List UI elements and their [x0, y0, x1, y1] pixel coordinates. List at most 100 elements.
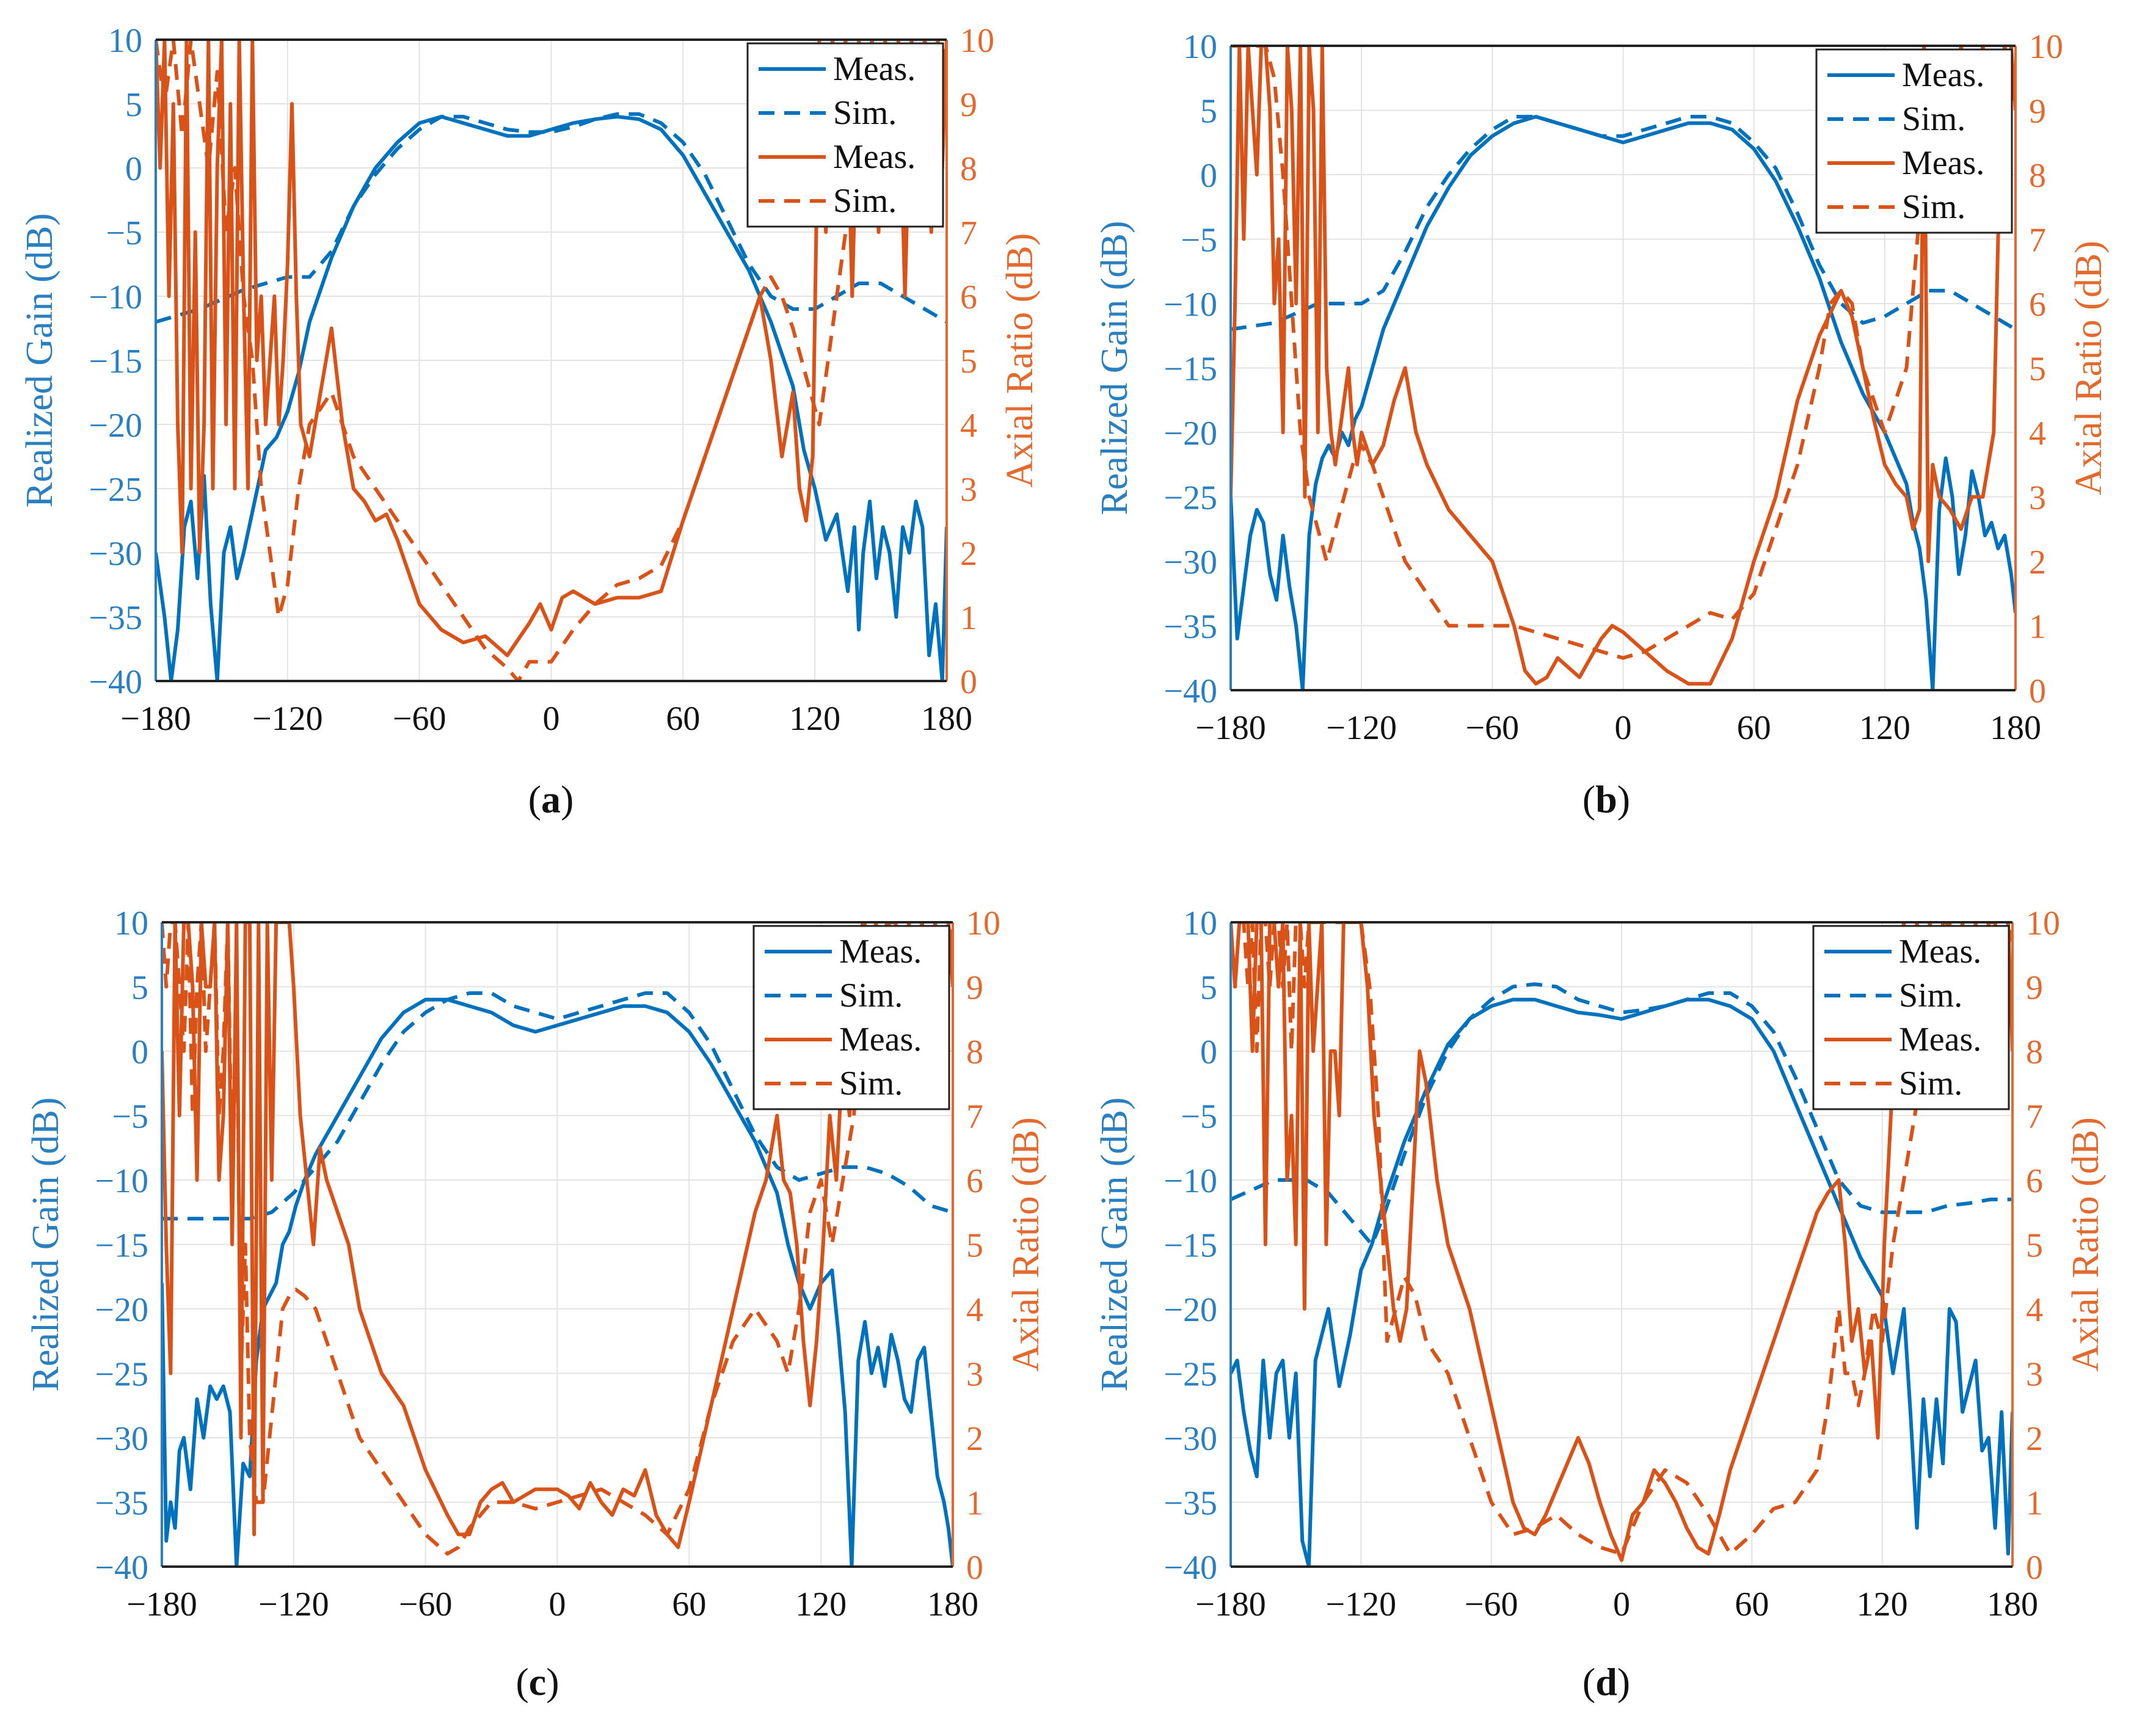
x-tick-label: 0 [1615, 709, 1632, 747]
left-y-tick-label: 10 [114, 905, 148, 942]
right-y-tick-label: 7 [2026, 1098, 2043, 1136]
left-y-tick-label: −20 [1164, 415, 1217, 453]
x-tick-label: 60 [1737, 709, 1771, 747]
right-y-tick-label: 10 [2026, 905, 2060, 942]
right-y-tick-label: 5 [2026, 1227, 2043, 1265]
right-y-tick-label: 4 [2026, 1291, 2043, 1329]
x-tick-label: −120 [252, 700, 323, 738]
x-tick-label: 120 [795, 1586, 847, 1623]
caption-paren: ( [1582, 778, 1595, 821]
left-y-tick-label: 10 [108, 22, 142, 60]
left-y-tick-label: 10 [1183, 905, 1217, 942]
left-y-tick-label: −10 [1164, 1162, 1217, 1200]
left-y-tick-label: 0 [125, 150, 142, 188]
panel-caption: (c) [515, 1660, 559, 1703]
left-y-tick-label: −5 [106, 214, 142, 252]
caption-paren: ) [546, 1660, 559, 1703]
right-y-tick-label: 1 [966, 1485, 983, 1523]
caption-letter: a [541, 778, 561, 821]
left-y-tick-label: −25 [1164, 479, 1217, 517]
right-y-tick-label: 5 [960, 343, 977, 381]
left-y-tick-label: −35 [89, 599, 142, 637]
legend-label: Meas. [839, 933, 922, 971]
panel-caption: (d) [1582, 1660, 1630, 1703]
caption-paren: ) [1617, 1660, 1630, 1703]
legend-box [746, 42, 944, 228]
legend-box [752, 925, 950, 1110]
right-y-tick-label: 2 [2029, 544, 2046, 581]
caption-paren: ( [528, 778, 541, 821]
x-tick-label: 120 [789, 700, 840, 738]
left-y-tick-label: 5 [125, 86, 142, 124]
left-y-tick-label: −10 [95, 1162, 148, 1200]
left-y-axis-label: Realized Gain (dB) [25, 1097, 67, 1391]
right-y-tick-label: 0 [966, 1549, 983, 1587]
x-tick-label: 60 [666, 700, 700, 738]
left-y-tick-label: −15 [95, 1227, 148, 1265]
chart-panel-b: −180 −120 −60 0 60 120 1801050−5−10−15−20−25−3… [1094, 28, 2110, 821]
x-tick-label: 60 [1735, 1586, 1769, 1623]
left-y-tick-label: −20 [89, 407, 142, 445]
right-y-axis-label: Axial Ratio (dB) [999, 233, 1041, 488]
legend-label: Meas. [1899, 1021, 1981, 1058]
legend: Meas. Sim. Meas. Sim. [752, 925, 950, 1110]
left-y-tick-label: −40 [89, 663, 142, 701]
left-y-tick-label: −35 [95, 1485, 148, 1523]
right-y-tick-label: 8 [2026, 1033, 2043, 1071]
legend-box [1815, 48, 2013, 234]
legend-label: Sim. [1902, 188, 1965, 226]
x-tick-label: −120 [1326, 1586, 1397, 1623]
x-tick-label: 0 [1613, 1586, 1630, 1623]
x-tick-label: −120 [258, 1586, 329, 1623]
left-y-tick-label: −30 [95, 1420, 148, 1458]
chart-panel-a: −180 −120 −60 0 60 120 1801050−5−10−15−20−25−3… [19, 22, 1041, 821]
left-y-axis-label: Realized Gain (dB) [1094, 1097, 1135, 1391]
legend: Meas. Sim. Meas. Sim. [1812, 925, 2010, 1110]
left-y-tick-label: −40 [1164, 1549, 1217, 1587]
right-y-tick-label: 6 [2029, 286, 2046, 324]
left-y-tick-label: −40 [95, 1549, 148, 1587]
left-y-tick-label: −30 [1164, 1420, 1217, 1458]
left-y-tick-label: −40 [1164, 672, 1217, 710]
series-line-gain-meas [156, 115, 947, 681]
caption-paren: ) [561, 778, 574, 821]
right-y-tick-label: 4 [960, 407, 977, 445]
left-y-tick-label: −5 [1181, 1098, 1217, 1136]
legend-label: Sim. [839, 977, 903, 1014]
right-y-tick-label: 6 [966, 1162, 983, 1200]
right-y-tick-label: 3 [2029, 479, 2046, 517]
left-y-tick-label: −15 [1164, 351, 1217, 388]
right-y-tick-label: 0 [2026, 1549, 2043, 1587]
legend-label: Sim. [1902, 100, 1965, 138]
left-y-tick-label: −5 [1181, 222, 1217, 260]
left-y-tick-label: −25 [1164, 1356, 1217, 1394]
right-y-tick-label: 0 [960, 663, 977, 701]
left-y-tick-label: 10 [1183, 28, 1217, 66]
legend-label: Meas. [1902, 144, 1984, 182]
legend-label: Meas. [1899, 933, 1981, 971]
left-y-tick-label: 0 [1200, 1033, 1217, 1071]
chart-panel-c: −180 −120 −60 0 60 120 1801050−5−10−15−20−25−3… [25, 905, 1047, 1703]
right-y-tick-label: 5 [966, 1227, 983, 1265]
right-y-axis-label: Axial Ratio (dB) [2065, 1117, 2107, 1372]
legend-label: Meas. [1902, 56, 1984, 94]
right-y-tick-label: 1 [2026, 1485, 2043, 1523]
left-y-tick-label: 5 [1200, 969, 1217, 1007]
caption-letter: b [1595, 778, 1617, 821]
right-y-tick-label: 8 [960, 150, 977, 188]
x-tick-label: 60 [672, 1586, 706, 1623]
caption-paren: ( [515, 1660, 528, 1703]
panel-caption: (b) [1582, 778, 1630, 821]
right-y-tick-label: 9 [966, 969, 983, 1007]
x-tick-label: −180 [1195, 1586, 1266, 1623]
x-tick-label: 0 [543, 700, 560, 738]
right-y-tick-label: 3 [966, 1356, 983, 1394]
x-tick-label: 180 [1990, 709, 2041, 747]
right-y-tick-label: 3 [960, 471, 977, 509]
left-y-tick-label: −30 [89, 535, 142, 573]
left-y-tick-label: −30 [1164, 544, 1217, 581]
left-y-tick-label: −10 [1164, 286, 1217, 324]
right-y-tick-label: 7 [966, 1098, 983, 1136]
right-y-tick-label: 1 [2029, 608, 2046, 646]
